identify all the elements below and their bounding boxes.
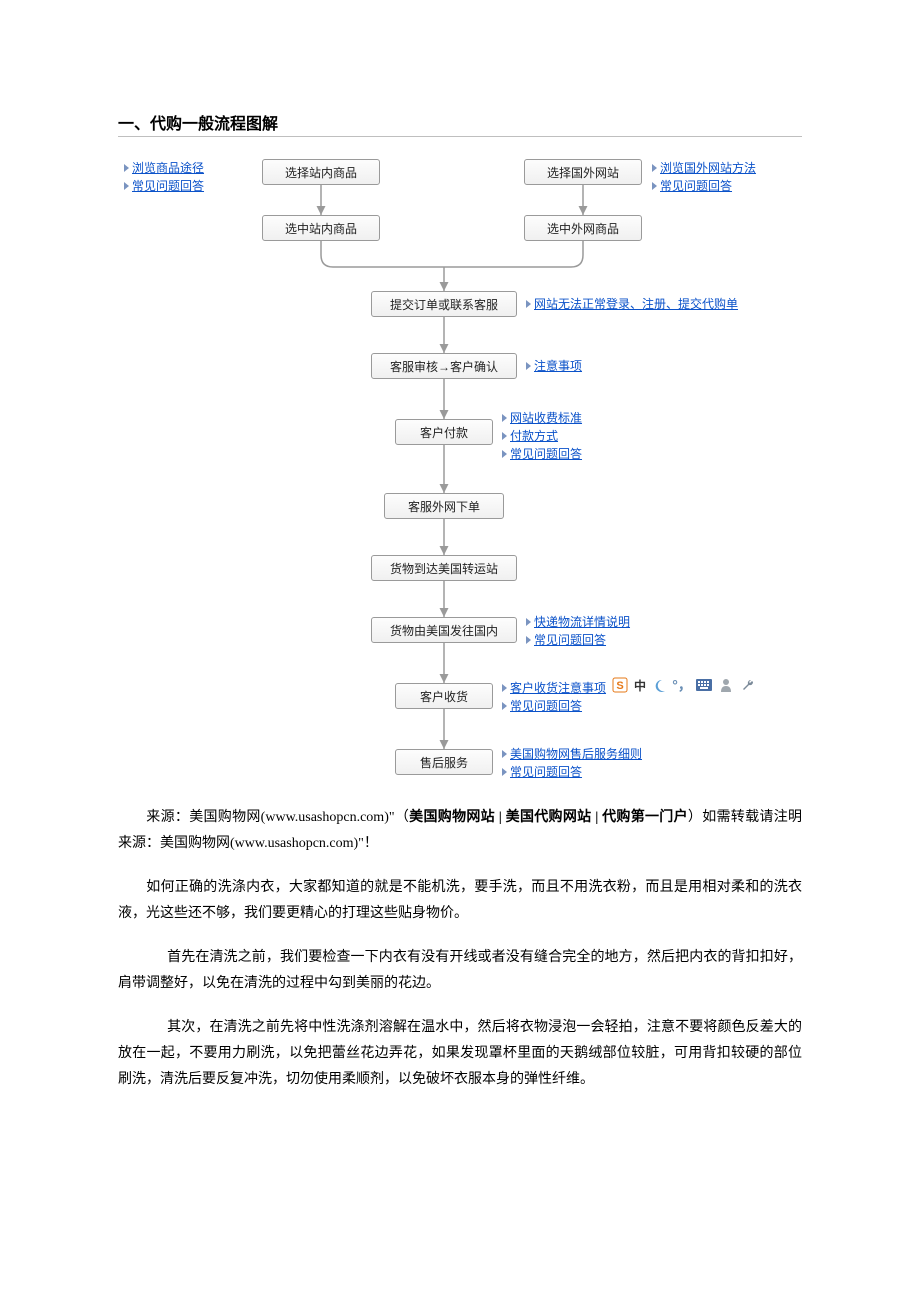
side-link-row: 常见问题回答: [124, 177, 204, 195]
flowchart-node-n5: 提交订单或联系客服: [371, 291, 517, 317]
side-link[interactable]: 美国购物网售后服务细则: [510, 745, 642, 763]
flowchart-node-n11: 客户收货: [395, 683, 493, 709]
triangle-bullet-icon: [526, 618, 531, 626]
paragraph-2: 如何正确的洗涤内衣，大家都知道的就是不能机洗，要手洗，而且不用洗衣粉，而且是用相…: [118, 875, 802, 927]
side-link-row: 网站收费标准: [502, 409, 582, 427]
side-link-row: 常见问题回答: [502, 445, 582, 463]
paragraph-3: 首先在清洗之前，我们要检查一下内衣有没有开线或者没有缝合完全的地方，然后把内衣的…: [118, 945, 802, 997]
side-link-row: 常见问题回答: [526, 631, 630, 649]
p3-text: 首先在清洗之前，我们要检查一下内衣有没有开线或者没有缝合完全的地方，然后把内衣的…: [118, 950, 802, 991]
flowchart-node-n9: 货物到达美国转运站: [371, 555, 517, 581]
triangle-bullet-icon: [502, 432, 507, 440]
flowchart-container: 选择站内商品 选择国外网站选中站内商品 选中外网商品提交订单或联系客服客服审核→客户…: [118, 137, 802, 777]
moon-icon: [652, 677, 668, 693]
side-link[interactable]: 注意事项: [534, 357, 582, 375]
flowchart-node-n3: 选中站内商品: [262, 215, 380, 241]
p1-prefix: 来源：美国购物网(www.usashopcn.com)"（: [146, 810, 409, 825]
keyboard-icon: [696, 677, 712, 693]
p4-text: 其次，在清洗之前先将中性洗涤剂溶解在温水中，然后将衣物浸泡一会轻拍，注意不要将颜…: [118, 1020, 802, 1087]
flowchart-node-n7: 客户付款: [395, 419, 493, 445]
side-link[interactable]: 常见问题回答: [132, 177, 204, 195]
triangle-bullet-icon: [526, 362, 531, 370]
side-link-group: 浏览商品途径常见问题回答: [124, 159, 204, 195]
ime-toolbar: S 中 °，: [612, 675, 756, 695]
side-link-row: 网站无法正常登录、注册、提交代购单: [526, 295, 738, 313]
paragraph-4: 其次，在清洗之前先将中性洗涤剂溶解在温水中，然后将衣物浸泡一会轻拍，注意不要将颜…: [118, 1015, 802, 1093]
ime-s-icon: S: [612, 677, 628, 693]
side-link[interactable]: 客户收货注意事项: [510, 679, 606, 697]
side-link[interactable]: 常见问题回答: [660, 177, 732, 195]
triangle-bullet-icon: [526, 636, 531, 644]
side-link[interactable]: 常见问题回答: [534, 631, 606, 649]
flowchart-node-n1: 选择站内商品: [262, 159, 380, 185]
side-link-group: 注意事项: [526, 357, 582, 375]
side-link[interactable]: 常见问题回答: [510, 763, 582, 781]
side-link-row: 付款方式: [502, 427, 582, 445]
triangle-bullet-icon: [502, 450, 507, 458]
side-link[interactable]: 网站无法正常登录、注册、提交代购单: [534, 295, 738, 313]
side-link-row: 浏览商品途径: [124, 159, 204, 177]
side-link-row: 注意事项: [526, 357, 582, 375]
p1-bold: 美国购物网站 | 美国代购网站 | 代购第一门户: [409, 810, 688, 825]
triangle-bullet-icon: [502, 768, 507, 776]
side-link-row: 美国购物网售后服务细则: [502, 745, 642, 763]
person-icon: [718, 677, 734, 693]
triangle-bullet-icon: [526, 300, 531, 308]
side-link[interactable]: 浏览商品途径: [132, 159, 204, 177]
side-link-group: 网站无法正常登录、注册、提交代购单: [526, 295, 738, 313]
triangle-bullet-icon: [502, 414, 507, 422]
flowchart-node-n2: 选择国外网站: [524, 159, 642, 185]
paragraph-source: 来源：美国购物网(www.usashopcn.com)"（美国购物网站 | 美国…: [118, 805, 802, 857]
svg-text:S: S: [616, 680, 623, 692]
side-link[interactable]: 网站收费标准: [510, 409, 582, 427]
triangle-bullet-icon: [652, 164, 657, 172]
flowchart-node-n10: 货物由美国发往国内: [371, 617, 517, 643]
triangle-bullet-icon: [652, 182, 657, 190]
side-link[interactable]: 常见问题回答: [510, 445, 582, 463]
wrench-icon: [740, 677, 756, 693]
flowchart-node-n8: 客服外网下单: [384, 493, 504, 519]
triangle-bullet-icon: [124, 182, 129, 190]
side-link-row: 快递物流详情说明: [526, 613, 630, 631]
side-link-group: 快递物流详情说明常见问题回答: [526, 613, 630, 649]
ime-lang-label: 中: [634, 677, 646, 694]
flowchart-node-n6: 客服审核→客户确认: [371, 353, 517, 379]
side-link-row: 浏览国外网站方法: [652, 159, 756, 177]
side-link-group: 网站收费标准付款方式常见问题回答: [502, 409, 582, 463]
side-link-group: 浏览国外网站方法常见问题回答: [652, 159, 756, 195]
triangle-bullet-icon: [124, 164, 129, 172]
side-link[interactable]: 付款方式: [510, 427, 558, 445]
side-link[interactable]: 浏览国外网站方法: [660, 159, 756, 177]
side-link-row: 常见问题回答: [652, 177, 756, 195]
section-title: 一、代购一般流程图解: [118, 110, 802, 137]
flowchart-node-n4: 选中外网商品: [524, 215, 642, 241]
triangle-bullet-icon: [502, 750, 507, 758]
side-link-row: 常见问题回答: [502, 697, 606, 715]
side-link-row: 常见问题回答: [502, 763, 642, 781]
triangle-bullet-icon: [502, 702, 507, 710]
comma-icon: °，: [674, 677, 690, 693]
side-link-group: 客户收货注意事项常见问题回答: [502, 679, 606, 715]
triangle-bullet-icon: [502, 684, 507, 692]
side-link-group: 美国购物网售后服务细则常见问题回答: [502, 745, 642, 781]
p2-text: 如何正确的洗涤内衣，大家都知道的就是不能机洗，要手洗，而且不用洗衣粉，而且是用相…: [118, 880, 802, 921]
side-link-row: 客户收货注意事项: [502, 679, 606, 697]
side-link[interactable]: 快递物流详情说明: [534, 613, 630, 631]
side-link[interactable]: 常见问题回答: [510, 697, 582, 715]
flowchart-node-n12: 售后服务: [395, 749, 493, 775]
